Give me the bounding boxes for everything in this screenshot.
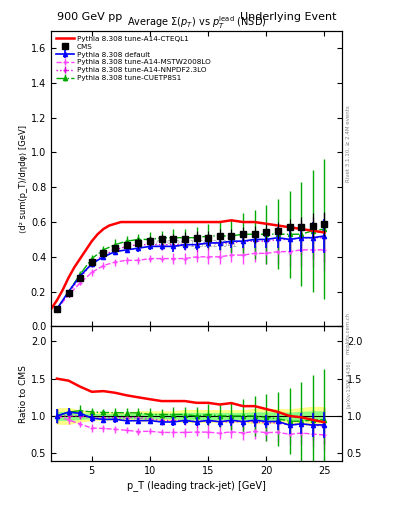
Pythia 8.308 tune-A14-CTEQL1 bbox=[159, 219, 164, 225]
Pythia 8.308 tune-A14-CTEQL1 bbox=[142, 219, 147, 225]
Pythia 8.308 tune-A14-CTEQL1 bbox=[229, 217, 234, 223]
Pythia 8.308 tune-A14-CTEQL1 bbox=[119, 219, 123, 225]
Pythia 8.308 tune-A14-CTEQL1 bbox=[107, 222, 112, 228]
Pythia 8.308 tune-A14-CTEQL1 bbox=[182, 219, 187, 225]
Y-axis label: Ratio to CMS: Ratio to CMS bbox=[19, 365, 28, 422]
Pythia 8.308 tune-A14-CTEQL1 bbox=[130, 219, 135, 225]
Pythia 8.308 tune-A14-CTEQL1 bbox=[84, 247, 88, 253]
X-axis label: p_T (leading track-jet) [GeV]: p_T (leading track-jet) [GeV] bbox=[127, 480, 266, 490]
Pythia 8.308 tune-A14-CTEQL1 bbox=[66, 274, 71, 281]
Pythia 8.308 tune-A14-CTEQL1 bbox=[55, 297, 59, 304]
Text: Underlying Event: Underlying Event bbox=[240, 12, 336, 22]
Pythia 8.308 tune-A14-CTEQL1 bbox=[217, 219, 222, 225]
Pythia 8.308 tune-A14-CTEQL1 bbox=[148, 219, 152, 225]
Text: Rivet 3.1.10, ≥ 2.4M events: Rivet 3.1.10, ≥ 2.4M events bbox=[346, 105, 351, 182]
Pythia 8.308 tune-A14-CTEQL1 bbox=[287, 224, 292, 230]
Pythia 8.308 tune-A14-CTEQL1 bbox=[241, 219, 245, 225]
Pythia 8.308 tune-A14-CTEQL1 bbox=[49, 306, 53, 312]
Pythia 8.308 tune-A14-CTEQL1 bbox=[136, 219, 141, 225]
Pythia 8.308 tune-A14-CTEQL1 bbox=[252, 219, 257, 225]
Pythia 8.308 tune-A14-CTEQL1 bbox=[322, 229, 327, 236]
Pythia 8.308 tune-A14-CTEQL1 bbox=[264, 221, 269, 227]
Pythia 8.308 tune-A14-CTEQL1 bbox=[95, 231, 100, 237]
Pythia 8.308 tune-A14-CTEQL1 bbox=[171, 219, 176, 225]
Pythia 8.308 tune-A14-CTEQL1 bbox=[113, 221, 118, 227]
Pythia 8.308 tune-A14-CTEQL1 bbox=[61, 287, 65, 293]
Pythia 8.308 tune-A14-CTEQL1 bbox=[124, 219, 129, 225]
Pythia 8.308 tune-A14-CTEQL1 bbox=[275, 222, 280, 228]
Pythia 8.308 tune-A14-CTEQL1 bbox=[101, 226, 106, 232]
Text: 900 GeV pp: 900 GeV pp bbox=[57, 12, 122, 22]
Pythia 8.308 tune-A14-CTEQL1 bbox=[310, 228, 315, 234]
Pythia 8.308 tune-A14-CTEQL1 bbox=[206, 219, 211, 225]
Text: [arXiv:1306.3436]: [arXiv:1306.3436] bbox=[346, 360, 351, 408]
Title: Average $\Sigma(p_T)$ vs $p_T^{\rm lead}$ (NSD): Average $\Sigma(p_T)$ vs $p_T^{\rm lead}… bbox=[127, 14, 266, 31]
Line: Pythia 8.308 tune-A14-CTEQL1: Pythia 8.308 tune-A14-CTEQL1 bbox=[51, 220, 325, 309]
Text: mcplots.cern.ch: mcplots.cern.ch bbox=[346, 312, 351, 354]
Pythia 8.308 tune-A14-CTEQL1 bbox=[78, 255, 83, 262]
Text: CMS_2011_S9120041: CMS_2011_S9120041 bbox=[156, 239, 237, 248]
Pythia 8.308 tune-A14-CTEQL1 bbox=[299, 226, 303, 232]
Pythia 8.308 tune-A14-CTEQL1 bbox=[194, 219, 199, 225]
Legend: Pythia 8.308 tune-A14-CTEQL1, CMS, Pythia 8.308 default, Pythia 8.308 tune-A14-M: Pythia 8.308 tune-A14-CTEQL1, CMS, Pythi… bbox=[55, 34, 212, 82]
Pythia 8.308 tune-A14-CTEQL1 bbox=[90, 238, 94, 244]
Pythia 8.308 tune-A14-CTEQL1 bbox=[72, 264, 77, 270]
Y-axis label: ⟨d² sum(p_T)/dηdφ⟩ [GeV]: ⟨d² sum(p_T)/dηdφ⟩ [GeV] bbox=[19, 124, 28, 232]
